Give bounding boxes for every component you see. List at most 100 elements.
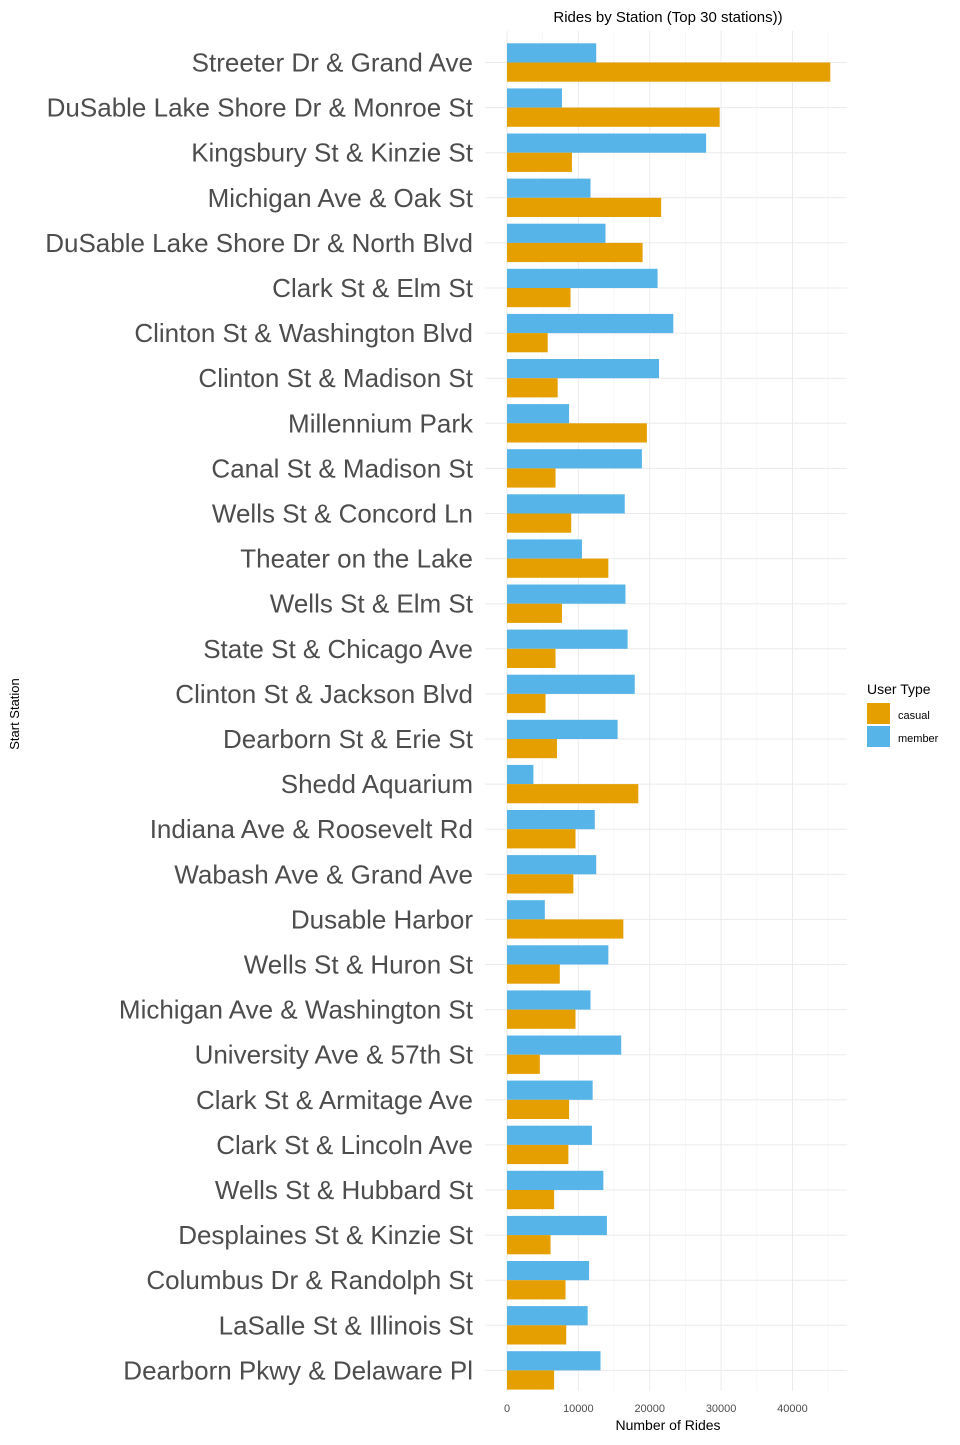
- station-label-clinton-st-and-madison-st: Clinton St & Madison St: [198, 363, 473, 393]
- station-label-wells-st-and-hubbard-st: Wells St & Hubbard St: [215, 1175, 474, 1205]
- station-label-university-ave-and-57th-st: University Ave & 57th St: [195, 1040, 474, 1070]
- bar-member-wells-st-and-hubbard-st: [507, 1170, 604, 1190]
- station-label-clark-st-and-elm-st: Clark St & Elm St: [272, 273, 474, 303]
- bars: [507, 43, 831, 1390]
- station-label-dearborn-pkwy-and-delaware-pl: Dearborn Pkwy & Delaware Pl: [123, 1355, 473, 1385]
- bar-casual-clark-st-and-elm-st: [507, 288, 571, 308]
- bar-casual-dusable-harbor: [507, 919, 624, 939]
- y-axis-title: Start Station: [7, 678, 22, 750]
- bar-casual-theater-on-the-lake: [507, 558, 609, 578]
- legend-title: User Type: [867, 681, 931, 697]
- bar-casual-wells-st-and-huron-st: [507, 964, 560, 984]
- station-label-indiana-ave-and-roosevelt-rd: Indiana Ave & Roosevelt Rd: [150, 814, 473, 844]
- bar-casual-wells-st-and-concord-ln: [507, 513, 572, 533]
- bar-casual-clinton-st-and-madison-st: [507, 378, 558, 398]
- bar-casual-kingsbury-st-and-kinzie-st: [507, 152, 572, 172]
- station-label-clark-st-and-armitage-ave: Clark St & Armitage Ave: [196, 1085, 473, 1115]
- bar-member-wells-st-and-elm-st: [507, 584, 626, 604]
- station-label-dearborn-st-and-erie-st: Dearborn St & Erie St: [223, 724, 474, 754]
- bar-member-columbus-dr-and-randolph-st: [507, 1261, 590, 1281]
- bar-casual-clark-st-and-armitage-ave: [507, 1099, 570, 1119]
- station-label-millennium-park: Millennium Park: [288, 408, 474, 438]
- bar-member-clinton-st-and-madison-st: [507, 359, 660, 379]
- bar-casual-indiana-ave-and-roosevelt-rd: [507, 829, 576, 849]
- x-tick-label: 40000: [777, 1403, 808, 1415]
- bar-casual-millennium-park: [507, 423, 647, 443]
- bar-casual-lasalle-st-and-illinois-st: [507, 1325, 567, 1345]
- station-label-wabash-ave-and-grand-ave: Wabash Ave & Grand Ave: [174, 859, 473, 889]
- bar-casual-columbus-dr-and-randolph-st: [507, 1280, 566, 1300]
- x-tick-label: 0: [504, 1403, 510, 1415]
- x-tick-label: 30000: [706, 1403, 737, 1415]
- bar-casual-university-ave-and-57th-st: [507, 1054, 540, 1074]
- bar-casual-state-st-and-chicago-ave: [507, 648, 556, 668]
- station-label-dusable-lake-shore-dr-and-monroe-st: DuSable Lake Shore Dr & Monroe St: [47, 93, 474, 123]
- legend-label-member: member: [898, 733, 939, 745]
- x-tick-label: 10000: [563, 1403, 594, 1415]
- station-label-streeter-dr-and-grand-ave: Streeter Dr & Grand Ave: [192, 48, 473, 78]
- bar-member-lasalle-st-and-illinois-st: [507, 1306, 588, 1326]
- station-label-clinton-st-and-washington-blvd: Clinton St & Washington Blvd: [134, 318, 473, 348]
- legend-label-casual: casual: [898, 710, 930, 722]
- bar-casual-wabash-ave-and-grand-ave: [507, 874, 574, 894]
- bar-casual-clinton-st-and-washington-blvd: [507, 333, 548, 353]
- x-axis-title: Number of Rides: [615, 1417, 720, 1433]
- bar-casual-wells-st-and-elm-st: [507, 603, 562, 623]
- bar-casual-dusable-lake-shore-dr-and-monroe-st: [507, 107, 720, 127]
- legend: User Type casual member: [867, 681, 939, 747]
- bar-casual-streeter-dr-and-grand-ave: [507, 62, 831, 82]
- bar-member-clinton-st-and-jackson-blvd: [507, 674, 635, 694]
- bar-member-millennium-park: [507, 404, 570, 424]
- bar-casual-michigan-ave-and-oak-st: [507, 197, 662, 217]
- station-label-shedd-aquarium: Shedd Aquarium: [281, 769, 473, 799]
- bar-member-dusable-harbor: [507, 900, 545, 920]
- bar-member-dearborn-pkwy-and-delaware-pl: [507, 1351, 601, 1371]
- x-axis-tick-labels: 0 10000 20000 30000 40000: [504, 1403, 808, 1415]
- bar-casual-wells-st-and-hubbard-st: [507, 1190, 555, 1210]
- chart-title: Rides by Station (Top 30 stations)): [553, 9, 782, 26]
- y-axis-tick-labels: Streeter Dr & Grand Ave DuSable Lake Shor…: [45, 48, 474, 1386]
- bar-casual-michigan-ave-and-washington-st: [507, 1009, 576, 1029]
- station-label-wells-st-and-elm-st: Wells St & Elm St: [270, 589, 474, 619]
- station-label-lasalle-st-and-illinois-st: LaSalle St & Illinois St: [219, 1310, 474, 1340]
- bar-member-clark-st-and-armitage-ave: [507, 1080, 593, 1100]
- bar-member-university-ave-and-57th-st: [507, 1035, 622, 1055]
- bar-casual-dearborn-st-and-erie-st: [507, 739, 557, 759]
- station-label-canal-st-and-madison-st: Canal St & Madison St: [211, 453, 473, 483]
- station-label-wells-st-and-concord-ln: Wells St & Concord Ln: [212, 499, 473, 529]
- bar-member-theater-on-the-lake: [507, 539, 582, 559]
- bar-casual-desplaines-st-and-kinzie-st: [507, 1235, 551, 1255]
- bar-member-canal-st-and-madison-st: [507, 449, 642, 469]
- station-label-clinton-st-and-jackson-blvd: Clinton St & Jackson Blvd: [175, 679, 473, 709]
- station-label-dusable-harbor: Dusable Harbor: [291, 904, 473, 934]
- bar-member-clinton-st-and-washington-blvd: [507, 313, 674, 334]
- bar-member-streeter-dr-and-grand-ave: [507, 43, 597, 63]
- station-label-wells-st-and-huron-st: Wells St & Huron St: [244, 950, 474, 980]
- station-label-kingsbury-st-and-kinzie-st: Kingsbury St & Kinzie St: [191, 138, 474, 168]
- station-label-clark-st-and-lincoln-ave: Clark St & Lincoln Ave: [216, 1130, 473, 1160]
- bar-casual-canal-st-and-madison-st: [507, 468, 556, 488]
- bar-casual-clinton-st-and-jackson-blvd: [507, 693, 546, 714]
- station-label-state-st-and-chicago-ave: State St & Chicago Ave: [203, 634, 473, 664]
- legend-key-member: [867, 726, 890, 747]
- bar-member-michigan-ave-and-oak-st: [507, 178, 591, 198]
- bar-member-dearborn-st-and-erie-st: [507, 719, 618, 739]
- bar-casual-dearborn-pkwy-and-delaware-pl: [507, 1370, 555, 1390]
- bar-member-kingsbury-st-and-kinzie-st: [507, 133, 707, 153]
- bar-member-clark-st-and-lincoln-ave: [507, 1125, 592, 1145]
- bar-member-dusable-lake-shore-dr-and-monroe-st: [507, 88, 562, 108]
- station-label-columbus-dr-and-randolph-st: Columbus Dr & Randolph St: [146, 1265, 473, 1295]
- station-label-michigan-ave-and-washington-st: Michigan Ave & Washington St: [119, 995, 474, 1025]
- legend-key-casual: [867, 703, 890, 724]
- bar-casual-dusable-lake-shore-dr-and-north-blvd: [507, 242, 643, 263]
- bar-member-wells-st-and-huron-st: [507, 945, 609, 965]
- station-label-theater-on-the-lake: Theater on the Lake: [240, 544, 473, 574]
- bar-member-clark-st-and-elm-st: [507, 268, 658, 288]
- bar-member-michigan-ave-and-washington-st: [507, 990, 591, 1010]
- bar-casual-shedd-aquarium: [507, 784, 639, 804]
- bar-member-desplaines-st-and-kinzie-st: [507, 1215, 607, 1236]
- bar-casual-clark-st-and-lincoln-ave: [507, 1144, 569, 1165]
- station-label-desplaines-st-and-kinzie-st: Desplaines St & Kinzie St: [178, 1220, 474, 1250]
